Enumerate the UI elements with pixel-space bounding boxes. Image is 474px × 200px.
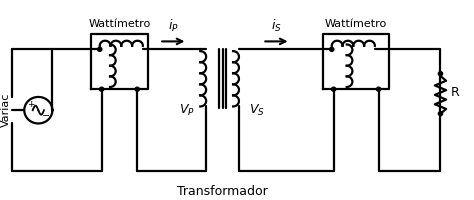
Text: Variac: Variac [1, 93, 11, 127]
Circle shape [100, 87, 104, 91]
Text: $i_P$: $i_P$ [168, 18, 179, 34]
Text: $i_S$: $i_S$ [271, 18, 282, 34]
Text: Wattímetro: Wattímetro [325, 19, 387, 29]
Text: +: + [27, 100, 34, 109]
Text: −: − [42, 111, 50, 121]
Circle shape [98, 47, 102, 51]
Circle shape [438, 112, 443, 116]
Circle shape [135, 87, 139, 91]
Circle shape [331, 87, 336, 91]
Circle shape [376, 87, 381, 91]
Circle shape [438, 72, 443, 76]
Text: $V_S$: $V_S$ [249, 103, 264, 118]
Text: $V_P$: $V_P$ [179, 103, 194, 118]
Circle shape [329, 47, 334, 51]
Text: Transformador: Transformador [177, 185, 268, 198]
Text: R: R [451, 86, 460, 99]
Text: Wattímetro: Wattímetro [88, 19, 151, 29]
